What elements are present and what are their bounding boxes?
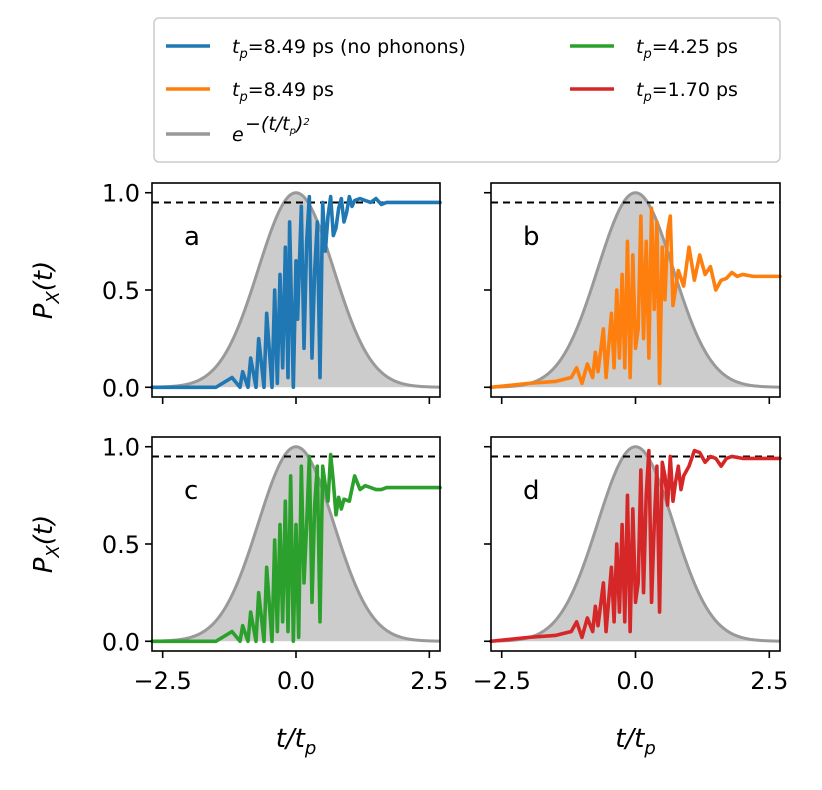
series-line-c	[150, 452, 442, 644]
x-axis-label: t/tp	[615, 724, 656, 759]
y-axis-label: PX(t)	[29, 261, 64, 320]
y-tick-label: 1.0	[102, 434, 140, 462]
panel-c: 0.0 0.5 1.0 −2.5 0.0 2.5 c PX(t) t/tp	[29, 434, 448, 759]
series-line-d	[489, 448, 782, 644]
legend-label: tp=1.70 ps	[636, 79, 738, 105]
panel-d: −2.5 0.0 2.5 d t/tp	[473, 436, 788, 759]
panels: 0.0 0.5 1.0 a PX(t) b 0.0 0.5 1.0 −2.5 0.0 2.5 c PX(t…	[29, 180, 788, 759]
legend-label: tp=8.49 ps (no phonons)	[232, 36, 466, 62]
x-tick-label: 2.5	[410, 667, 448, 695]
gaussian-envelope-line	[151, 191, 441, 389]
legend: tp=8.49 ps (no phonons) tp=4.25 ps tp=8.49…	[153, 17, 781, 163]
y-axis-label: PX(t)	[29, 515, 64, 574]
legend-item-tp425: tp=4.25 ps	[570, 36, 738, 62]
legend-item-gauss: e −(t/tp)2	[166, 113, 310, 146]
panel-a: 0.0 0.5 1.0 a PX(t)	[29, 180, 442, 404]
legend-item-nophonon: tp=8.49 ps (no phonons)	[166, 36, 466, 62]
gaussian-envelope-line	[490, 445, 781, 643]
legend-item-tp170: tp=1.70 ps	[570, 79, 738, 105]
panel-letter-c: c	[184, 476, 198, 506]
legend-label: tp=4.25 ps	[636, 36, 738, 62]
legend-label-exponent: −(t/tp)2	[245, 113, 310, 137]
y-tick-label: 0.0	[102, 374, 140, 402]
panel-letter-b: b	[523, 222, 540, 252]
legend-label: e	[232, 124, 244, 146]
gaussian-envelope-line	[490, 191, 781, 389]
legend-item-tp849: tp=8.49 ps	[166, 79, 334, 105]
panel-letter-d: d	[523, 476, 540, 506]
y-tick-label: 1.0	[102, 180, 140, 208]
x-tick-label: 2.5	[750, 667, 788, 695]
x-axis-label: t/tp	[276, 724, 317, 759]
series-line-a	[150, 194, 442, 390]
series-line-b	[489, 206, 782, 390]
x-tick-label: −2.5	[134, 667, 192, 695]
gaussian-envelope-line	[151, 445, 441, 643]
x-tick-label: −2.5	[473, 667, 531, 695]
x-tick-label: 0.0	[616, 667, 654, 695]
legend-label: tp=8.49 ps	[232, 79, 334, 105]
panel-letter-a: a	[184, 222, 200, 252]
y-tick-label: 0.5	[102, 277, 140, 305]
panel-b: b	[484, 182, 782, 404]
legend-frame	[153, 17, 781, 163]
x-tick-label: 0.0	[277, 667, 315, 695]
y-tick-label: 0.5	[102, 531, 140, 559]
y-tick-label: 0.0	[102, 628, 140, 656]
